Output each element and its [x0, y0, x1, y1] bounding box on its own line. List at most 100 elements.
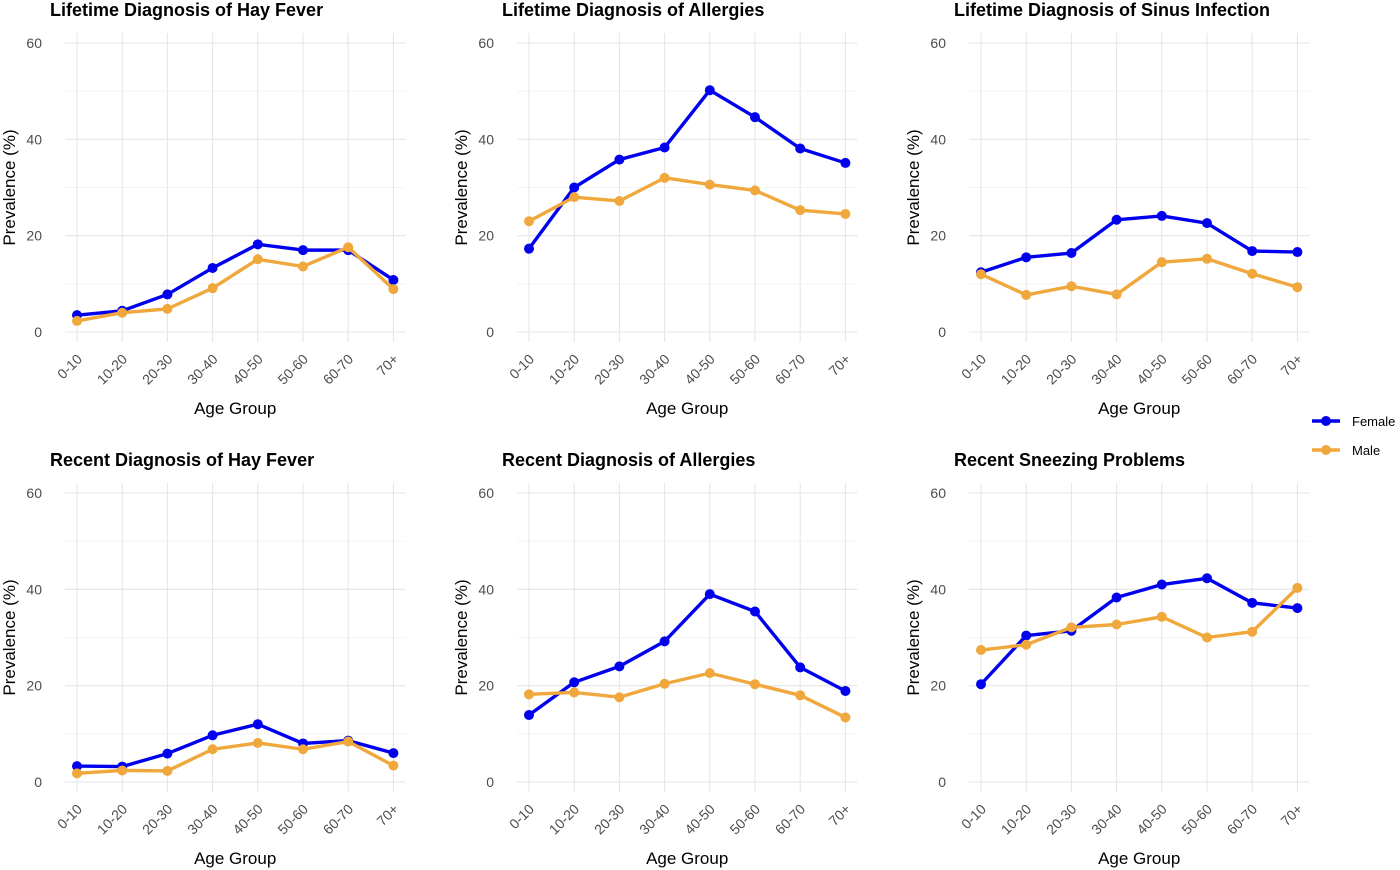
x-tick-label: 20-30	[1043, 351, 1080, 388]
data-point-male	[1292, 582, 1303, 593]
series-line-female	[75, 722, 396, 769]
y-tick-label: 40	[478, 131, 494, 147]
x-tick-label: 40-50	[229, 801, 266, 838]
y-tick-label: 0	[938, 324, 946, 340]
data-point-male	[162, 765, 173, 776]
data-point-male	[1111, 619, 1122, 630]
x-tick-label: 30-40	[184, 351, 221, 388]
data-point-female	[1247, 597, 1258, 608]
data-point-female	[162, 289, 173, 300]
y-tick-label: 40	[930, 581, 946, 597]
series-line-male	[75, 245, 396, 323]
chart-title: Lifetime Diagnosis of Hay Fever	[50, 0, 323, 20]
series-line-female	[979, 214, 1300, 274]
data-point-male	[569, 687, 580, 698]
x-tick-label: 40-50	[229, 351, 266, 388]
data-point-female	[1111, 592, 1122, 603]
data-point-male	[1111, 289, 1122, 300]
data-point-female	[795, 143, 806, 154]
x-axis-title: Age Group	[646, 849, 728, 868]
legend-key-point	[1321, 416, 1331, 426]
data-point-female	[614, 661, 625, 672]
y-tick-label: 0	[938, 774, 946, 790]
y-axis-title: Prevalence (%)	[452, 129, 471, 245]
series-line-male	[979, 586, 1300, 652]
x-tick-label: 60-70	[772, 351, 809, 388]
data-point-male	[1066, 622, 1077, 633]
y-tick-label: 0	[486, 774, 494, 790]
data-point-male	[1156, 611, 1167, 622]
data-point-male	[162, 303, 173, 314]
y-tick-label: 20	[930, 228, 946, 244]
data-point-male	[72, 768, 82, 779]
y-tick-label: 60	[26, 35, 42, 51]
x-tick-label: 20-30	[591, 351, 628, 388]
chart-title: Lifetime Diagnosis of Allergies	[502, 0, 764, 20]
data-point-male	[569, 192, 580, 203]
series-line-male	[979, 257, 1300, 297]
chart-title: Lifetime Diagnosis of Sinus Infection	[954, 0, 1270, 20]
y-tick-label: 40	[26, 131, 42, 147]
x-tick-label: 10-20	[94, 801, 131, 838]
x-axis-title: Age Group	[1098, 399, 1180, 418]
data-point-female	[704, 85, 715, 96]
data-point-female	[1292, 603, 1303, 614]
data-point-male	[298, 261, 308, 272]
y-tick-label: 20	[26, 228, 42, 244]
data-point-male	[840, 712, 851, 723]
chart-panel: 0 20 40 60 0-10 10-20 20-30 30-40 40-50 50-60 60-7…	[452, 0, 858, 418]
chart-panel: 0 20 40 60 0-10 10-20 20-30 30-40 40-50 50-60 60-7…	[0, 450, 406, 868]
data-point-female	[1202, 218, 1212, 229]
x-tick-label: 20-30	[139, 351, 176, 388]
x-tick-label: 40-50	[681, 801, 718, 838]
y-tick-label: 40	[930, 131, 946, 147]
x-tick-label: 70+	[373, 801, 401, 829]
x-axis-title: Age Group	[646, 399, 728, 418]
x-axis-title: Age Group	[1098, 849, 1180, 868]
data-point-female	[840, 157, 851, 168]
data-point-male	[1156, 257, 1167, 268]
x-tick-label: 70+	[1277, 351, 1305, 379]
x-tick-label: 50-60	[726, 351, 763, 388]
chart-title: Recent Diagnosis of Allergies	[502, 450, 755, 470]
x-axis-title: Age Group	[194, 399, 276, 418]
chart-panel: 0 20 40 60 0-10 10-20 20-30 30-40 40-50 50-60 60-7…	[452, 450, 858, 868]
x-tick-label: 10-20	[998, 351, 1035, 388]
x-tick-label: 0-10	[54, 351, 85, 382]
legend-label: Male	[1352, 443, 1380, 458]
y-tick-label: 20	[478, 678, 494, 694]
data-point-male	[659, 678, 670, 689]
y-tick-label: 40	[478, 581, 494, 597]
y-tick-label: 0	[34, 774, 42, 790]
x-tick-label: 40-50	[1133, 801, 1170, 838]
data-point-male	[1292, 282, 1303, 293]
data-point-male	[1066, 281, 1077, 292]
chart-panel: 0 20 40 60 0-10 10-20 20-30 30-40 40-50 50-60 60-7…	[904, 450, 1310, 868]
data-point-male	[388, 760, 399, 771]
data-point-female	[162, 748, 173, 759]
data-point-female	[659, 636, 670, 647]
data-point-female	[1021, 252, 1032, 263]
x-tick-label: 0-10	[506, 801, 537, 832]
data-point-male	[976, 645, 986, 656]
data-point-female	[388, 274, 399, 285]
data-point-female	[524, 710, 534, 721]
y-tick-label: 0	[486, 324, 494, 340]
y-tick-label: 20	[26, 678, 42, 694]
data-point-female	[614, 154, 625, 165]
series-line-male	[527, 176, 848, 223]
data-point-male	[117, 307, 128, 318]
x-tick-label: 10-20	[998, 801, 1035, 838]
y-tick-label: 60	[930, 35, 946, 51]
series-line-female	[75, 242, 396, 317]
data-point-male	[750, 679, 760, 690]
y-axis-title: Prevalence (%)	[904, 129, 923, 245]
series-line-male	[527, 671, 848, 720]
data-point-male	[704, 668, 715, 679]
data-point-male	[252, 254, 263, 265]
data-point-male	[524, 689, 534, 700]
data-point-female	[704, 589, 715, 600]
x-tick-label: 0-10	[506, 351, 537, 382]
data-point-female	[252, 239, 263, 250]
data-point-male	[207, 283, 218, 294]
